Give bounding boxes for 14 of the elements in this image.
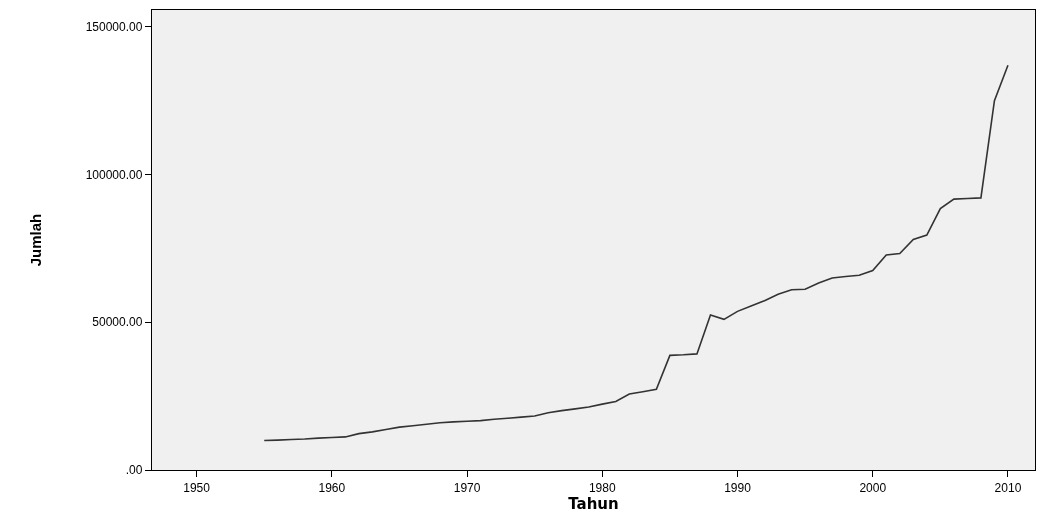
x-tick-label: 2000 <box>859 480 887 495</box>
y-axis-title: Jumlah <box>27 213 45 267</box>
x-tick-label: 2010 <box>994 480 1022 495</box>
line-series <box>263 64 1009 442</box>
x-tick-label: 1980 <box>588 480 616 495</box>
y-tick-label: 150000.00 <box>85 20 143 35</box>
y-tick-label: .00 <box>125 463 143 478</box>
x-tick-label: 1990 <box>724 480 752 495</box>
x-tick-label: 1970 <box>453 480 481 495</box>
y-tick-label: 50000.00 <box>92 315 143 330</box>
x-tick-label: 1960 <box>318 480 346 495</box>
x-axis-title: Tahun <box>568 494 619 513</box>
y-tick-label: 100000.00 <box>85 167 143 182</box>
x-tick-label: 1950 <box>183 480 211 495</box>
